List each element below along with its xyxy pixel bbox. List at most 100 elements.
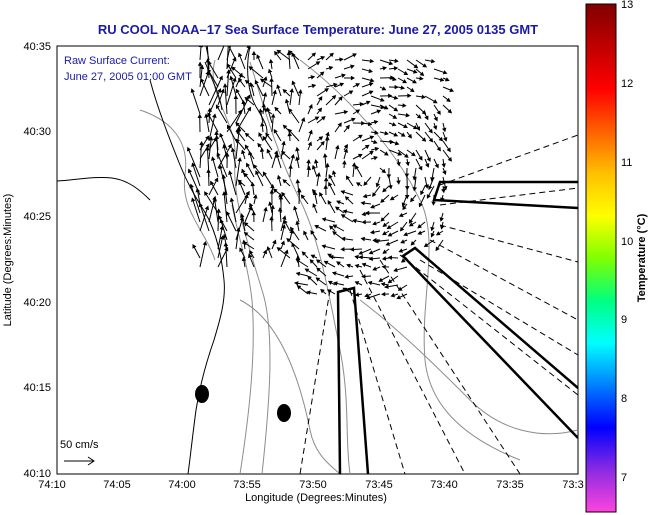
current-vector-head xyxy=(357,153,363,158)
current-vector-head xyxy=(244,132,250,138)
current-vector-head xyxy=(433,116,438,122)
current-vector-head xyxy=(259,147,265,153)
current-vector-head xyxy=(372,221,377,226)
current-vector-head xyxy=(212,197,218,203)
current-vector-head xyxy=(243,222,249,227)
current-vector-head xyxy=(393,66,399,71)
current-vector-head xyxy=(401,202,406,208)
current-vector-head xyxy=(321,217,327,222)
current-vector-head xyxy=(262,249,268,255)
current-vector-head xyxy=(215,104,220,110)
current-vector-head xyxy=(216,208,221,213)
current-vector-head xyxy=(327,199,332,205)
colorbar-tick-label: 9 xyxy=(621,314,627,326)
current-vector-head xyxy=(332,231,337,236)
x-axis: 74:10 74:05 74:00 73:55 73:50 73:45 73:4… xyxy=(38,479,583,491)
current-vector-head xyxy=(222,233,227,239)
current-vector-head xyxy=(272,239,277,245)
current-vector-head xyxy=(331,170,337,175)
current-vector-head xyxy=(428,137,434,143)
current-vector-head xyxy=(200,77,205,83)
current-vector-head xyxy=(351,162,357,167)
current-vector-head xyxy=(402,79,407,84)
current-vector-head xyxy=(289,88,294,93)
coastline xyxy=(57,46,268,474)
current-vector-head xyxy=(318,136,324,141)
current-vector-head xyxy=(368,82,374,87)
current-vector-head xyxy=(404,173,410,178)
current-vector-head xyxy=(232,77,237,82)
current-vector-head xyxy=(316,172,321,177)
current-vector-head xyxy=(432,99,438,104)
current-vector-head xyxy=(430,226,435,232)
range-line xyxy=(439,134,578,186)
current-vector-head xyxy=(368,250,374,255)
station-marker xyxy=(195,385,209,403)
current-vector-head xyxy=(380,97,385,102)
current-vector-head xyxy=(246,94,251,100)
current-vector xyxy=(235,228,240,250)
current-vector-head xyxy=(351,117,356,122)
current-vector-head xyxy=(243,172,249,178)
current-vector-head xyxy=(312,190,318,196)
current-vector-head xyxy=(284,249,289,255)
current-vector-head xyxy=(314,116,320,121)
current-vector-head xyxy=(420,190,425,196)
current-vector-head xyxy=(380,282,386,287)
current-vector-head xyxy=(198,202,203,208)
current-vector-head xyxy=(291,80,296,86)
colorbar-tick-label: 10 xyxy=(621,236,633,248)
y-tick-label: 40:35 xyxy=(23,41,51,53)
current-vector xyxy=(199,65,203,88)
current-vector-head xyxy=(334,206,340,211)
current-vector-head xyxy=(237,52,243,58)
current-vector xyxy=(217,226,223,250)
current-vector-head xyxy=(447,108,453,114)
current-vector-head xyxy=(311,164,317,170)
current-vector xyxy=(226,211,237,232)
current-vector xyxy=(235,107,251,133)
current-vector-head xyxy=(348,90,354,95)
current-vector-head xyxy=(431,201,436,206)
current-vector xyxy=(223,192,228,223)
current-vector-head xyxy=(192,243,197,249)
current-vector-head xyxy=(281,191,286,197)
current-vector-head xyxy=(393,267,398,273)
current-vector-head xyxy=(207,68,212,74)
current-vector-head xyxy=(444,77,450,82)
range-line xyxy=(439,224,578,263)
current-vector-head xyxy=(259,78,265,83)
current-vector-head xyxy=(382,222,388,228)
colorbar-tick-label: 13 xyxy=(621,0,633,11)
current-vector-head xyxy=(419,71,425,77)
current-vector-head xyxy=(241,149,246,155)
current-vectors xyxy=(186,46,455,300)
current-vector-head xyxy=(262,171,267,177)
current-vector-head xyxy=(258,108,264,113)
current-vector-head xyxy=(368,68,374,74)
current-vector-head xyxy=(207,107,213,112)
current-vector xyxy=(224,84,228,115)
current-vector-head xyxy=(367,280,373,286)
current-vector-head xyxy=(288,108,293,113)
current-vector-head xyxy=(329,225,334,230)
range-line xyxy=(349,289,406,474)
shipping-lane xyxy=(401,246,578,439)
current-vector-head xyxy=(369,135,375,140)
current-vector-head xyxy=(389,196,395,201)
current-vector-head xyxy=(358,134,363,139)
coastline-segment xyxy=(57,176,151,201)
current-vector-head xyxy=(218,75,223,81)
current-vector-head xyxy=(397,286,403,291)
current-vector-head xyxy=(262,92,268,97)
current-vector-head xyxy=(291,52,296,57)
current-vector-head xyxy=(340,247,345,252)
contour-line xyxy=(249,61,351,474)
current-vector-head xyxy=(391,122,397,127)
current-vector-head xyxy=(352,53,357,58)
current-vector-head xyxy=(325,162,330,168)
current-vector-head xyxy=(381,86,387,91)
current-vector-head xyxy=(227,143,232,149)
x-tick-label: 73:55 xyxy=(233,479,261,491)
current-vector-head xyxy=(265,132,270,138)
